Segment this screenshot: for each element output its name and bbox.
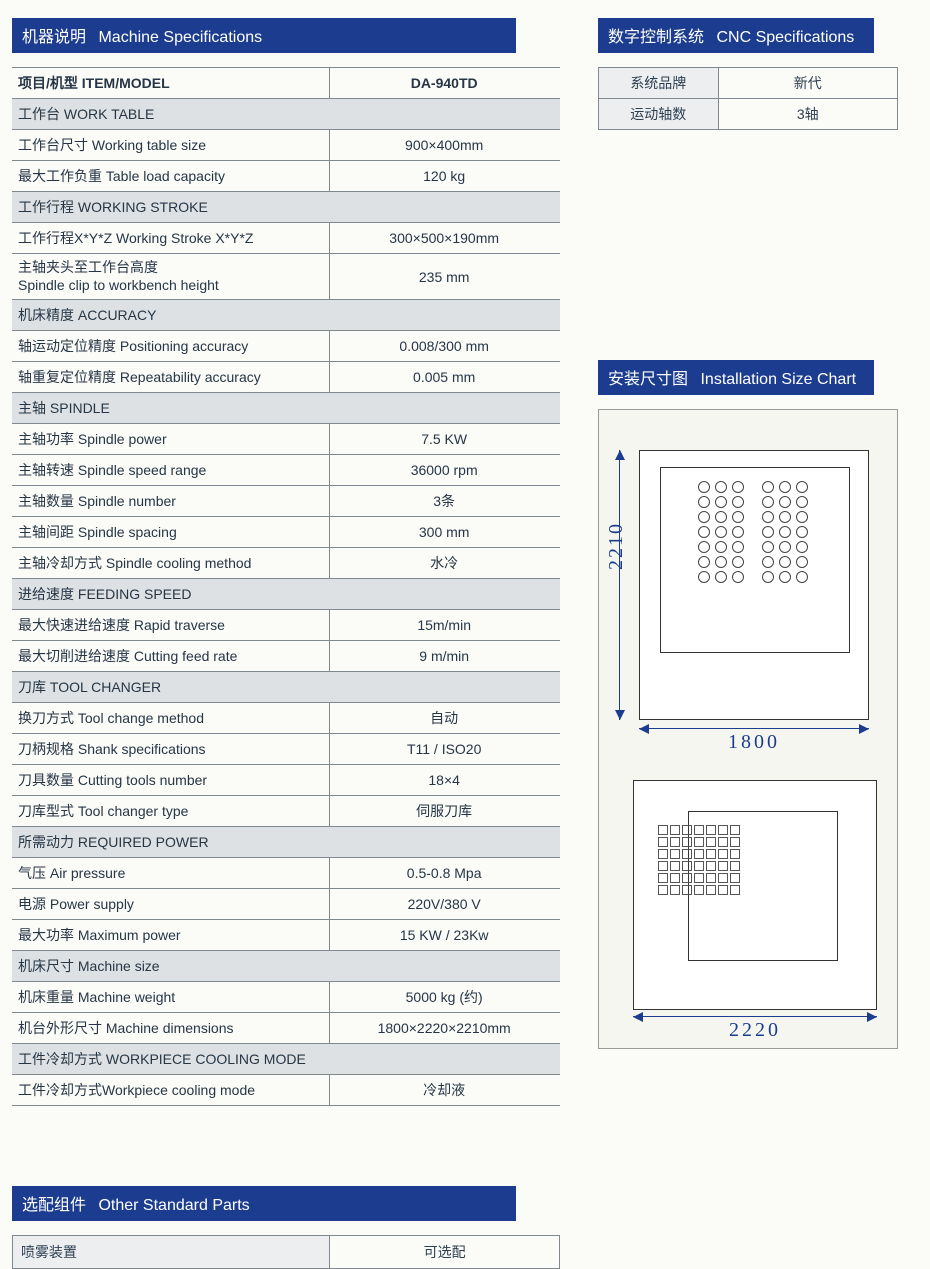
spec-row-label: 主轴间距 Spindle spacing: [12, 517, 330, 548]
spec-row-label: 主轴功率 Spindle power: [12, 424, 330, 455]
machine-spec-header-cn: 机器说明: [22, 29, 86, 46]
left-column: 机器说明 Machine Specifications 项目/机型 ITEM/M…: [12, 18, 560, 1112]
spec-section-title: 所需动力 REQUIRED POWER: [12, 827, 560, 858]
spec-section-title: 工作行程 WORKING STROKE: [12, 192, 560, 223]
spec-row-value: 300 mm: [330, 517, 560, 548]
spec-row-label: 主轴数量 Spindle number: [12, 486, 330, 517]
cnc-spec-header: 数字控制系统 CNC Specifications: [598, 18, 898, 53]
spec-row-value: 水冷: [330, 548, 560, 579]
spec-section-title: 刀库 TOOL CHANGER: [12, 672, 560, 703]
size-chart-header-en: Installation Size Chart: [700, 371, 856, 388]
cnc-row-value: 3轴: [718, 99, 897, 130]
spec-row-value: 900×400mm: [330, 130, 560, 161]
spec-row-value: T11 / ISO20: [330, 734, 560, 765]
spec-section-title: 机床尺寸 Machine size: [12, 951, 560, 982]
spec-row-label: 最大切削进给速度 Cutting feed rate: [12, 641, 330, 672]
spec-row-label: 轴运动定位精度 Positioning accuracy: [12, 331, 330, 362]
spec-section-title: 主轴 SPINDLE: [12, 393, 560, 424]
spec-row-value: 15 KW / 23Kw: [330, 920, 560, 951]
spec-section-title: 进给速度 FEEDING SPEED: [12, 579, 560, 610]
spec-row-label: 轴重复定位精度 Repeatability accuracy: [12, 362, 330, 393]
spec-row-value: 7.5 KW: [330, 424, 560, 455]
spec-row-value: 36000 rpm: [330, 455, 560, 486]
spec-row-label: 电源 Power supply: [12, 889, 330, 920]
spec-row-label: 工作行程X*Y*Z Working Stroke X*Y*Z: [12, 223, 330, 254]
spec-row-label: 刀库型式 Tool changer type: [12, 796, 330, 827]
right-column: 数字控制系统 CNC Specifications 系统品牌新代运动轴数3轴 安…: [598, 18, 898, 1112]
cnc-spec-header-cn: 数字控制系统: [608, 29, 704, 46]
cnc-row-label: 系统品牌: [599, 68, 719, 99]
dim-height: 2210: [605, 522, 628, 570]
spec-row-value: 伺服刀库: [330, 796, 560, 827]
other-parts-header-en: Other Standard Parts: [98, 1197, 249, 1214]
other-row-value: 可选配: [330, 1236, 560, 1269]
spec-row-value: 0.5-0.8 Mpa: [330, 858, 560, 889]
cnc-table: 系统品牌新代运动轴数3轴: [598, 67, 898, 130]
spec-row-label: 换刀方式 Tool change method: [12, 703, 330, 734]
machine-spec-header: 机器说明 Machine Specifications: [12, 18, 560, 53]
cnc-row-value: 新代: [718, 68, 897, 99]
spec-row-value: 9 m/min: [330, 641, 560, 672]
other-parts-table: 喷雾装置可选配: [12, 1235, 560, 1269]
spec-row-label: 主轴冷却方式 Spindle cooling method: [12, 548, 330, 579]
spec-row-label: 主轴转速 Spindle speed range: [12, 455, 330, 486]
spec-section-title: 工作台 WORK TABLE: [12, 99, 560, 130]
spec-section-title: 工件冷却方式 WORKPIECE COOLING MODE: [12, 1044, 560, 1075]
spec-row-label: 刀具数量 Cutting tools number: [12, 765, 330, 796]
cnc-row-label: 运动轴数: [599, 99, 719, 130]
other-parts-header: 选配组件 Other Standard Parts: [12, 1186, 560, 1221]
dim-depth: 2220: [633, 1016, 877, 1042]
spec-row-label: 主轴夹头至工作台高度Spindle clip to workbench heig…: [12, 254, 330, 300]
spec-row-value: 1800×2220×2210mm: [330, 1013, 560, 1044]
spec-row-label: 最大功率 Maximum power: [12, 920, 330, 951]
spec-row-label: 机床重量 Machine weight: [12, 982, 330, 1013]
spec-row-value: 冷却液: [330, 1075, 560, 1106]
spec-row-value: 220V/380 V: [330, 889, 560, 920]
spec-row-value: 300×500×190mm: [330, 223, 560, 254]
spec-row-label: 工作台尺寸 Working table size: [12, 130, 330, 161]
spec-row-label: 刀柄规格 Shank specifications: [12, 734, 330, 765]
spec-row-value: 0.008/300 mm: [330, 331, 560, 362]
spec-row-value: 235 mm: [330, 254, 560, 300]
spec-header-value: DA-940TD: [330, 68, 560, 99]
spec-row-value: 自动: [330, 703, 560, 734]
installation-size-chart: 2210 1800 2220: [598, 409, 898, 1049]
spec-row-label: 最大快速进给速度 Rapid traverse: [12, 610, 330, 641]
spec-row-value: 18×4: [330, 765, 560, 796]
size-chart-header-cn: 安装尺寸图: [608, 371, 688, 388]
spec-row-value: 5000 kg (约): [330, 982, 560, 1013]
dim-width: 1800: [639, 728, 869, 754]
size-chart-header: 安装尺寸图 Installation Size Chart: [598, 360, 898, 395]
spec-table: 项目/机型 ITEM/MODELDA-940TD工作台 WORK TABLE工作…: [12, 67, 560, 1106]
spec-row-value: 0.005 mm: [330, 362, 560, 393]
other-parts-header-cn: 选配组件: [22, 1197, 86, 1214]
spec-row-value: 3条: [330, 486, 560, 517]
spec-row-label: 工件冷却方式Workpiece cooling mode: [12, 1075, 330, 1106]
spec-row-label: 机台外形尺寸 Machine dimensions: [12, 1013, 330, 1044]
spec-section-title: 机床精度 ACCURACY: [12, 300, 560, 331]
front-view-diagram: [639, 450, 869, 720]
spec-header-label: 项目/机型 ITEM/MODEL: [12, 68, 330, 99]
spec-row-label: 气压 Air pressure: [12, 858, 330, 889]
other-row-label: 喷雾装置: [13, 1236, 330, 1269]
spec-row-value: 15m/min: [330, 610, 560, 641]
top-view-diagram: [633, 780, 877, 1010]
machine-spec-header-en: Machine Specifications: [98, 29, 262, 46]
spec-row-value: 120 kg: [330, 161, 560, 192]
cnc-spec-header-en: CNC Specifications: [716, 29, 854, 46]
spec-row-label: 最大工作负重 Table load capacity: [12, 161, 330, 192]
